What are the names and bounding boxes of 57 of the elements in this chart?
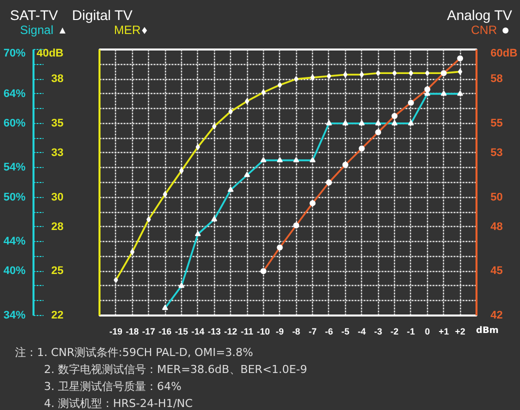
y3-tick-label: 70% — [3, 48, 26, 60]
x-tick-label: -9 — [276, 326, 284, 336]
y-tick-label: 38 — [51, 73, 64, 86]
x-axis-title: dBm — [476, 325, 499, 338]
y-tick-label: 28 — [51, 220, 64, 233]
x-tick-label: -3 — [374, 326, 382, 336]
x-tick-label: -2 — [390, 326, 399, 336]
text: 注：1. CNR测试条件:59CH PAL-D, OMI=3.8% — [15, 345, 254, 361]
y2-tick-label: 55 — [490, 117, 503, 130]
y2-tick-label: 50 — [490, 191, 503, 204]
x-tick-label: -1 — [406, 326, 415, 336]
y3-tick-label: 50% — [3, 191, 26, 204]
y3-tick-label: 60% — [3, 117, 26, 130]
x-tick-label: +2 — [454, 326, 466, 336]
y-tick-label: 35 — [51, 117, 64, 130]
x-tick-label: -12 — [224, 326, 238, 336]
y-tick-label: 25 — [51, 265, 64, 278]
x-tick-label: -13 — [208, 326, 221, 336]
legend-label: Signal — [20, 22, 54, 39]
x-tick-label: -5 — [341, 326, 350, 336]
text: 2. 数字电视测试信号：MER=38.6dB、BER<1.0E-9 — [43, 362, 308, 378]
y2-tick-label: 60dB — [490, 48, 518, 60]
x-tick-label: -14 — [191, 326, 204, 336]
y-axis-title: Digital TV — [72, 6, 132, 25]
y2-axis-title: Analog TV — [447, 6, 512, 25]
text: 4. 测试机型：HRS-24-H1/NC — [43, 396, 194, 410]
legend-label: CNR — [471, 23, 497, 39]
x-tick-label: -11 — [240, 326, 254, 336]
x-tick-label: +1 — [438, 326, 449, 336]
y-tick-label: 40dB — [36, 48, 64, 60]
x-tick-label: -15 — [174, 326, 188, 336]
y-tick-label: 33 — [51, 146, 64, 159]
x-tick-label: 0 — [424, 326, 430, 336]
y3-axis-title: SAT-TV — [10, 6, 58, 25]
y3-tick-label: 44% — [3, 236, 26, 248]
x-tick-label: -16 — [158, 326, 172, 336]
y2-tick-label: 45 — [490, 265, 503, 278]
x-tick-label: -7 — [308, 326, 317, 336]
y2-tick-label: 53 — [490, 146, 503, 159]
y2-tick-label: 48 — [490, 220, 503, 233]
y3-tick-label: 54% — [3, 162, 26, 174]
x-tick-label: -17 — [142, 326, 156, 336]
y2-tick-label: 58 — [490, 73, 503, 86]
y3-tick-label: 40% — [3, 265, 26, 278]
x-tick-label: -6 — [324, 326, 333, 336]
y3-tick-label: 64% — [3, 88, 26, 100]
x-tick-label: -10 — [256, 326, 270, 336]
y2-tick-label: 42 — [490, 310, 503, 322]
legend-label: MER — [114, 22, 141, 39]
y-tick-label: 22 — [51, 310, 64, 322]
y-tick-label: 30 — [51, 191, 64, 204]
x-tick-label: -19 — [109, 326, 122, 336]
x-tick-label: -4 — [358, 326, 366, 336]
x-tick-label: -18 — [126, 326, 139, 336]
x-tick-label: -8 — [292, 326, 300, 336]
y3-tick-label: 34% — [3, 310, 26, 322]
text: 3. 卫星测试信号质量：64% — [43, 379, 182, 395]
